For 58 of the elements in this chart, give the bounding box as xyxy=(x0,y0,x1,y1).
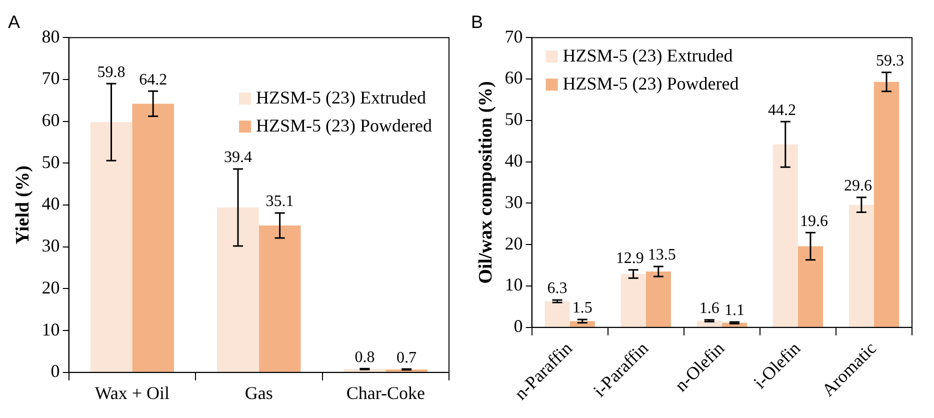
legend-label: HZSM-5 (23) Extruded xyxy=(256,87,426,108)
y-tick-label: 70 xyxy=(504,26,523,46)
data-label: 19.6 xyxy=(800,212,828,230)
data-label: 6.3 xyxy=(547,280,568,298)
data-label: 64.2 xyxy=(139,71,168,88)
y-tick-label: 60 xyxy=(504,68,523,88)
y-tick-label: 50 xyxy=(42,152,60,172)
y-tick-label: 10 xyxy=(504,274,523,295)
bar xyxy=(696,320,722,327)
y-axis-title: Oil/wax composition (%) xyxy=(475,81,496,284)
data-label: 1.1 xyxy=(724,302,744,320)
x-tick-label: Wax + Oil xyxy=(94,382,170,403)
y-tick-label: 30 xyxy=(42,236,60,256)
y-tick-label: 20 xyxy=(42,277,60,298)
legend-label: HZSM-5 (23) Powdered xyxy=(562,73,739,94)
bar xyxy=(217,208,259,372)
data-label: 0.7 xyxy=(396,349,417,366)
y-tick-label: 0 xyxy=(514,316,523,336)
bar xyxy=(90,122,132,372)
data-label: 44.2 xyxy=(768,102,796,119)
y-tick-label: 40 xyxy=(42,194,60,214)
x-tick-label: Gas xyxy=(244,382,273,403)
bar xyxy=(874,82,900,327)
y-tick-label: 70 xyxy=(42,68,60,88)
chart-title: A xyxy=(8,12,20,32)
y-tick-label: 20 xyxy=(504,233,523,254)
bar xyxy=(344,369,386,372)
y-tick-label: 0 xyxy=(50,361,60,382)
bar xyxy=(386,369,428,372)
x-tick-label: Char-Coke xyxy=(346,382,425,403)
bar xyxy=(772,144,798,327)
legend-label: HZSM-5 (23) Extruded xyxy=(562,45,733,66)
y-tick-label: 40 xyxy=(504,150,523,171)
data-label: 13.5 xyxy=(648,246,676,264)
bar xyxy=(798,246,824,327)
y-tick-label: 60 xyxy=(42,110,60,130)
bar xyxy=(544,301,570,327)
y-tick-label: 80 xyxy=(42,26,60,46)
data-label: 1.5 xyxy=(572,300,592,317)
data-label: 39.4 xyxy=(224,149,252,166)
y-axis-title: Yield (%) xyxy=(12,166,34,244)
bar xyxy=(258,226,301,372)
bar xyxy=(646,271,671,327)
legend-label: HZSM-5 (23) Powdered xyxy=(256,115,432,136)
data-label: 35.1 xyxy=(266,193,294,210)
data-label: 0.8 xyxy=(354,348,375,366)
chart-title: B xyxy=(471,12,484,32)
data-label: 59.8 xyxy=(97,64,126,81)
data-label: 12.9 xyxy=(616,250,644,268)
bar xyxy=(848,204,874,327)
data-label: 59.3 xyxy=(876,52,904,70)
y-tick-label: 10 xyxy=(42,319,60,340)
bar xyxy=(620,274,646,327)
y-tick-label: 30 xyxy=(504,192,523,212)
y-tick-label: 50 xyxy=(504,109,523,130)
data-label: 1.6 xyxy=(699,300,720,318)
bar xyxy=(132,104,174,372)
data-label: 29.6 xyxy=(844,178,872,195)
